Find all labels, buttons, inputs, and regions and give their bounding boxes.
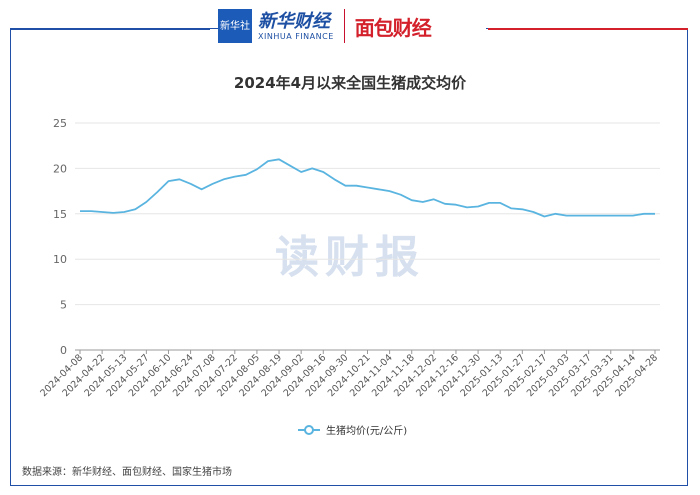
xinhua-finance-cn: 新华财经 xyxy=(258,10,330,32)
y-tick-label-10: 10 xyxy=(53,253,67,266)
y-tick-label-5: 5 xyxy=(60,299,67,312)
data-source-note: 数据来源：新华财经、面包财经、国家生猪市场 xyxy=(22,467,232,478)
brand-separator xyxy=(343,9,345,43)
grid-lines xyxy=(75,122,660,351)
y-tick-label-15: 15 xyxy=(53,208,67,221)
y-tick-label-20: 20 xyxy=(53,162,67,175)
brand-header: 新华社 新华财经 XINHUA FINANCE 面包财经 xyxy=(218,4,486,48)
series-layer xyxy=(80,158,655,218)
series-line-pig-price xyxy=(80,158,655,218)
frame-accent-left xyxy=(10,28,210,30)
legend[interactable]: 生猪均价(元/公斤) xyxy=(298,424,407,437)
xinhua-logo-text: 新华社 xyxy=(220,20,250,32)
y-axis-ticks: 0 5 10 15 20 25 xyxy=(53,117,67,357)
legend-dot-marker xyxy=(304,425,314,435)
y-tick-label-25: 25 xyxy=(53,117,67,130)
xinhua-finance-brand: 新华财经 XINHUA FINANCE xyxy=(258,10,334,41)
y-tick-label-0: 0 xyxy=(60,344,67,357)
xinhua-finance-en: XINHUA FINANCE xyxy=(258,31,334,41)
x-axis-ticks: 2024-04-082024-04-222024-05-132024-05-27… xyxy=(38,350,660,399)
frame-accent-right xyxy=(488,28,688,30)
mianbao-brand: 面包财经 xyxy=(354,15,432,40)
legend-label: 生猪均价(元/公斤) xyxy=(326,424,407,437)
watermark: 读财报 xyxy=(275,232,425,283)
chart-title: 2024年4月以来全国生猪成交均价 xyxy=(233,74,467,92)
xinhua-logo: 新华社 xyxy=(218,9,252,43)
